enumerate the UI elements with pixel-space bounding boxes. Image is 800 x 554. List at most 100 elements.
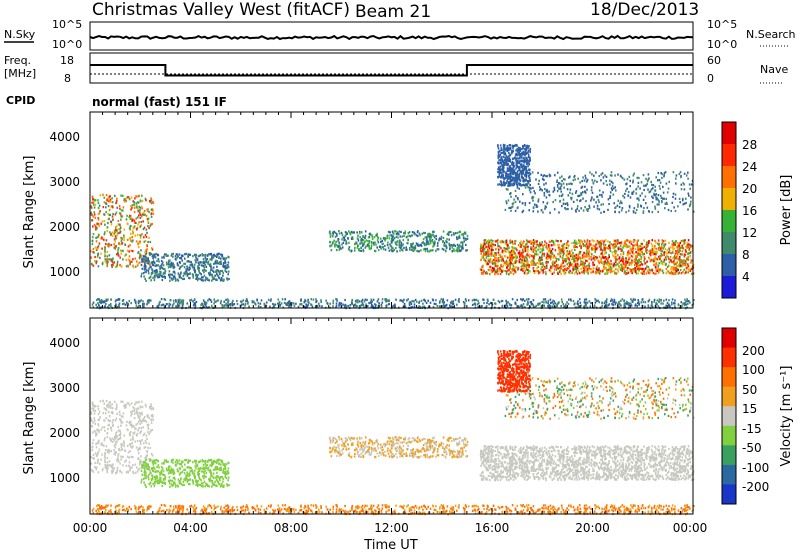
power-cell [442, 236, 445, 240]
power-cell [681, 250, 684, 253]
power-cell [370, 247, 372, 250]
power-cell [660, 196, 663, 200]
power-cell [623, 244, 625, 247]
power-cell [687, 263, 689, 266]
power-cell [671, 260, 673, 264]
power-cell [673, 256, 676, 259]
power-cell [561, 256, 564, 259]
power-cell [530, 301, 532, 304]
power-cell [648, 298, 651, 301]
power-cell [120, 215, 123, 218]
power-cell [141, 233, 143, 236]
power-cell [202, 279, 204, 282]
power-cell [637, 302, 639, 305]
power-cell [626, 178, 629, 181]
power-cell [483, 302, 485, 305]
power-cell [216, 269, 219, 272]
power-cell [215, 278, 217, 281]
power-cell [558, 270, 561, 274]
power-cell [403, 302, 406, 305]
power-cell [506, 172, 508, 176]
power-cell [396, 243, 398, 246]
power-cell [499, 272, 502, 276]
power-cell [402, 239, 405, 242]
power-cell [564, 264, 566, 268]
power-cell [664, 207, 666, 210]
power-cell [475, 298, 478, 301]
power-cell [580, 192, 582, 195]
power-cell [387, 241, 389, 244]
power-cell [191, 264, 194, 268]
power-cell [259, 302, 262, 305]
power-cell [677, 265, 679, 268]
power-cell [436, 304, 439, 308]
power-cell [120, 238, 123, 241]
power-cell [279, 303, 282, 307]
power-cell [521, 259, 523, 262]
power-cell [114, 228, 117, 232]
power-cell [132, 232, 134, 235]
power-cell [582, 270, 585, 273]
power-cell [588, 204, 591, 207]
power-cell [504, 255, 507, 258]
power-cell [104, 250, 106, 253]
power-cell [645, 247, 647, 250]
power-cell [451, 250, 454, 253]
power-cell [520, 169, 523, 173]
power-cell [653, 298, 656, 301]
power-cell [210, 304, 213, 307]
power-cell [220, 262, 222, 266]
power-cell [386, 299, 389, 302]
power-cell [96, 222, 99, 225]
power-cell [588, 246, 590, 249]
power-cell [527, 263, 529, 266]
power-cell [170, 254, 173, 257]
power-cell [551, 301, 554, 304]
power-cell [103, 201, 106, 204]
power-cell [593, 263, 595, 266]
power-cell [245, 299, 247, 303]
power-cell [508, 156, 511, 159]
power-cell [511, 163, 513, 166]
power-cell [100, 300, 103, 303]
power-cell [660, 252, 663, 255]
power-cell [205, 259, 207, 262]
power-cell [208, 298, 211, 301]
power-cell [541, 255, 543, 258]
power-cell [117, 247, 120, 250]
power-cell [227, 264, 229, 267]
power-cell [616, 263, 618, 266]
power-cell [508, 260, 510, 263]
power-cell [627, 194, 630, 197]
power-cell [601, 172, 604, 175]
power-cell [573, 241, 575, 244]
power-cell [189, 263, 192, 267]
power-cell [519, 167, 521, 170]
power-cell [200, 264, 203, 267]
power-cell [113, 261, 115, 264]
power-cell [643, 184, 645, 187]
power-cell [110, 258, 112, 261]
power-cell [597, 198, 600, 201]
power-cell [612, 247, 614, 250]
power-cell [109, 220, 112, 223]
power-cell [432, 241, 435, 244]
power-cell [520, 245, 522, 249]
freq-label: Freq. [4, 54, 31, 67]
power-cell [560, 298, 563, 301]
power-cell [179, 298, 181, 301]
power-cell [630, 254, 633, 258]
power-cell [657, 171, 660, 175]
power-cell [590, 243, 592, 246]
power-cell [102, 300, 104, 303]
power-cell [149, 264, 151, 267]
power-cell [677, 253, 679, 256]
power-cell [516, 298, 518, 302]
power-cell [616, 204, 619, 207]
power-cell [189, 253, 191, 256]
power-cell [654, 205, 656, 208]
power-cell [673, 247, 676, 250]
power-cell [285, 303, 288, 306]
power-cell [104, 253, 106, 256]
power-cell [509, 271, 512, 274]
